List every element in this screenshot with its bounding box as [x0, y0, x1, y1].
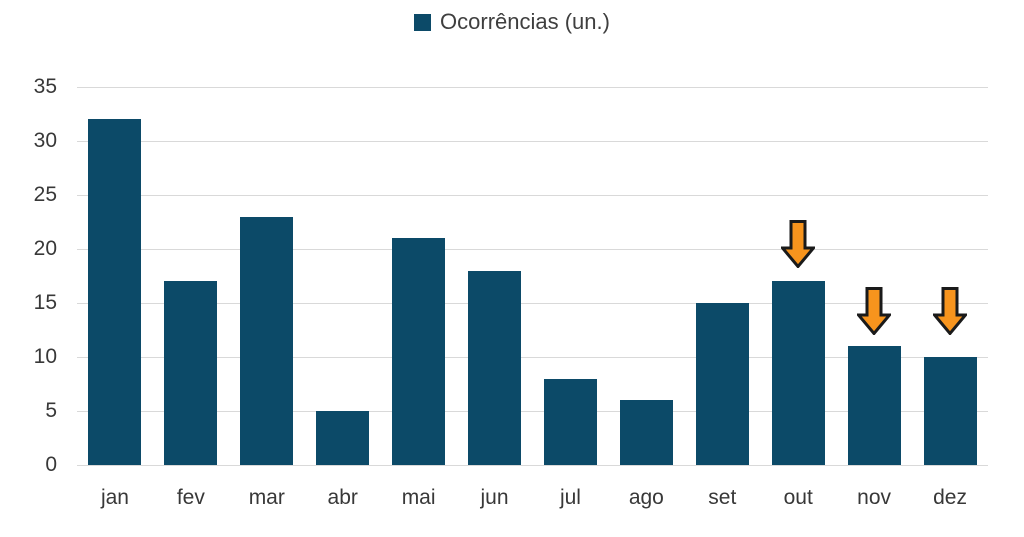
x-tick-label: jul [559, 486, 581, 509]
x-tick-label: set [708, 486, 737, 509]
bar-mai [392, 238, 446, 465]
x-tick-label: out [783, 486, 813, 509]
plot-area [77, 86, 988, 466]
x-tick-label: jan [100, 486, 129, 509]
bar-jan [88, 119, 142, 465]
x-axis-labels: jan fev mar abr mai jun jul ago set out nov dez [77, 486, 988, 516]
gridline [77, 248, 988, 250]
bar-out [771, 281, 825, 465]
bar-jul [543, 378, 597, 465]
y-tick-label: 5 [45, 399, 57, 422]
x-tick-label: mar [248, 486, 285, 509]
legend-label: Ocorrências (un.) [440, 9, 610, 34]
gridline [77, 464, 988, 466]
gridline [77, 302, 988, 304]
down-arrow-icon [779, 220, 817, 270]
bar-abr [316, 411, 370, 465]
bar-dez [923, 357, 977, 465]
y-tick-label: 15 [33, 291, 57, 314]
x-tick-label: jun [480, 486, 509, 509]
legend: Ocorrências (un.) [0, 9, 1024, 35]
y-axis-labels: 0 5 10 15 20 25 30 35 [0, 0, 57, 537]
gridline [77, 356, 988, 358]
gridline [77, 194, 988, 196]
gridline [77, 140, 988, 142]
gridline [77, 410, 988, 412]
y-tick-label: 0 [45, 453, 57, 476]
bar-jun [468, 270, 522, 465]
x-tick-label: abr [327, 486, 358, 509]
y-tick-label: 35 [33, 75, 57, 98]
x-tick-label: ago [628, 486, 664, 509]
x-tick-label: dez [933, 486, 967, 509]
x-tick-label: mai [401, 486, 436, 509]
x-tick-label: nov [857, 486, 892, 509]
x-tick-label: fev [176, 486, 205, 509]
bar-set [695, 303, 749, 465]
bar-mar [240, 216, 294, 465]
y-tick-label: 25 [33, 183, 57, 206]
down-arrow-icon [855, 287, 893, 337]
gridline [77, 86, 988, 88]
bar-fev [164, 281, 218, 465]
bar-nov [847, 346, 901, 465]
legend-swatch-icon [414, 13, 432, 31]
y-tick-label: 30 [33, 129, 57, 152]
y-tick-label: 20 [33, 237, 57, 260]
y-tick-label: 10 [33, 345, 57, 368]
down-arrow-icon [931, 287, 969, 336]
bar-ago [619, 400, 673, 465]
